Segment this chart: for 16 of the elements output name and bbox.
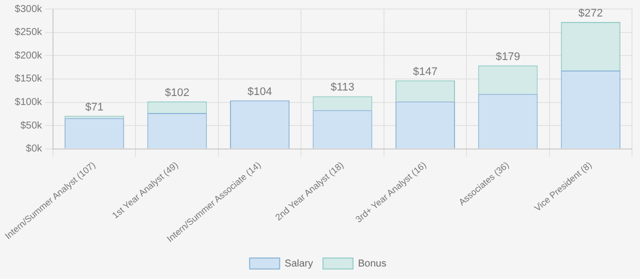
y-tick-label: $250k <box>14 27 43 38</box>
y-tick-label: $100k <box>14 97 43 108</box>
legend-label: Salary <box>284 258 314 270</box>
total-label: $113 <box>330 82 354 94</box>
total-label: $272 <box>578 8 603 20</box>
total-label: $71 <box>85 101 104 114</box>
total-label: $179 <box>496 50 520 63</box>
y-tick-label: $0k <box>26 144 43 155</box>
total-label: $104 <box>248 86 272 98</box>
y-tick-label: $50k <box>20 120 43 132</box>
y-tick-label: $200k <box>14 50 43 62</box>
y-tick-label: $150k <box>14 74 43 85</box>
legend-label: Bonus <box>358 258 386 270</box>
total-label: $147 <box>412 66 438 78</box>
total-label: $102 <box>164 86 190 99</box>
y-tick-label: $300k <box>14 4 43 15</box>
